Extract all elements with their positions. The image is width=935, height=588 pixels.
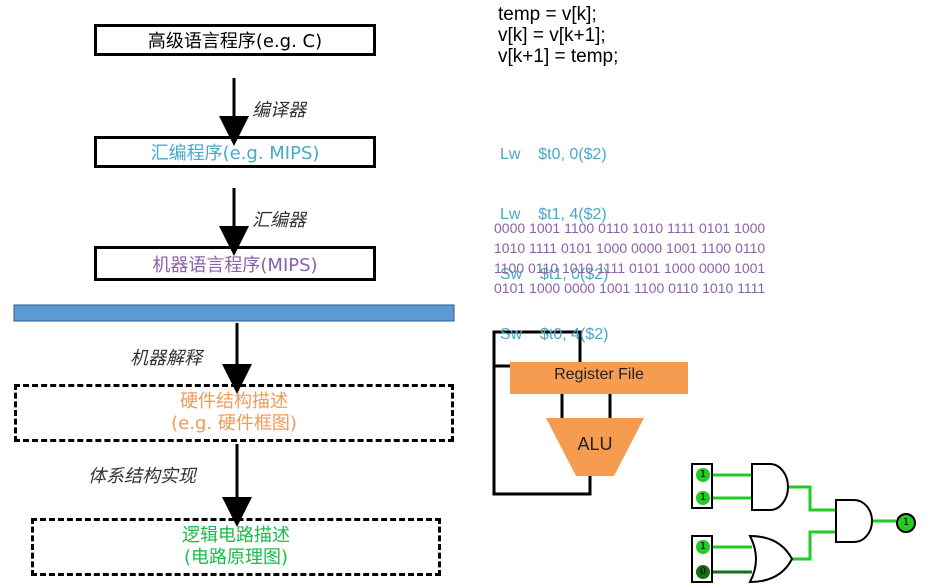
machine-code-line: 0101 1000 0000 1001 1100 0110 1010 1111 bbox=[494, 280, 766, 296]
alu-block bbox=[546, 418, 644, 476]
level-hardware-box: 硬件结构描述 (e.g. 硬件框图) bbox=[14, 384, 454, 442]
register-file-block bbox=[510, 362, 688, 394]
transition-implement: 体系结构实现 bbox=[88, 466, 196, 487]
logic-input-3: 1 bbox=[696, 540, 710, 554]
asm-code-line: Sw $t1, 0($2) bbox=[500, 266, 609, 283]
logic-input-4: 0 bbox=[696, 565, 710, 579]
machine-code-line: 0000 1001 1100 0110 1010 1111 0101 1000 bbox=[494, 220, 766, 236]
level-machine-label: 机器语言程序(MIPS) bbox=[152, 254, 318, 276]
machine-code-line: 1100 0110 1010 1111 0101 1000 0000 1001 bbox=[494, 260, 766, 276]
level-machine-box: 机器语言程序(MIPS) bbox=[94, 246, 376, 281]
level-high-level-box: 高级语言程序(e.g. C) bbox=[94, 24, 376, 56]
asm-code-line: Lw $t0, 0($2) bbox=[500, 146, 607, 163]
c-code-block: temp = v[k]; v[k] = v[k+1]; v[k+1] = tem… bbox=[498, 4, 618, 67]
asm-code-line: Sw $t0, 4($2) bbox=[500, 326, 609, 343]
register-file-label: Register File bbox=[554, 366, 644, 383]
datapath-diagram bbox=[492, 330, 688, 496]
alu-label: ALU bbox=[577, 434, 613, 454]
level-logic-line2: (电路原理图) bbox=[183, 547, 289, 568]
machine-code-block: 0000 1001 1100 0110 1010 1111 0101 1000 … bbox=[494, 218, 765, 298]
level-assembly-label: 汇编程序(e.g. MIPS) bbox=[150, 143, 320, 164]
transition-compiler: 编译器 bbox=[252, 100, 306, 121]
machine-code-line: 1010 1111 0101 1000 0000 1001 1100 0110 bbox=[494, 240, 766, 256]
level-logic-line1: 逻辑电路描述 bbox=[182, 525, 290, 546]
asm-code-block: Lw $t0, 0($2) Lw $t1, 4($2) Sw $t1, 0($2… bbox=[500, 105, 609, 365]
level-assembly-box: 汇编程序(e.g. MIPS) bbox=[94, 136, 376, 168]
logic-circuit bbox=[691, 463, 896, 584]
level-hardware-line1: 硬件结构描述 bbox=[180, 391, 288, 412]
logic-input-1: 1 bbox=[696, 468, 710, 482]
c-code-line: v[k+1] = temp; bbox=[498, 46, 619, 67]
logic-input-2: 1 bbox=[696, 491, 710, 505]
transition-interpret: 机器解释 bbox=[130, 348, 202, 369]
transition-assembler: 汇编器 bbox=[252, 210, 306, 231]
asm-code-line: Lw $t1, 4($2) bbox=[500, 206, 607, 223]
logic-output: 1 bbox=[896, 513, 916, 533]
level-high-level-label: 高级语言程序(e.g. C) bbox=[147, 31, 323, 52]
level-logic-box: 逻辑电路描述 (电路原理图) bbox=[31, 518, 441, 576]
isa-bar bbox=[13, 304, 455, 322]
c-code-line: temp = v[k]; bbox=[498, 4, 597, 25]
level-hardware-line2: (e.g. 硬件框图) bbox=[171, 413, 297, 434]
c-code-line: v[k] = v[k+1]; bbox=[498, 25, 606, 46]
